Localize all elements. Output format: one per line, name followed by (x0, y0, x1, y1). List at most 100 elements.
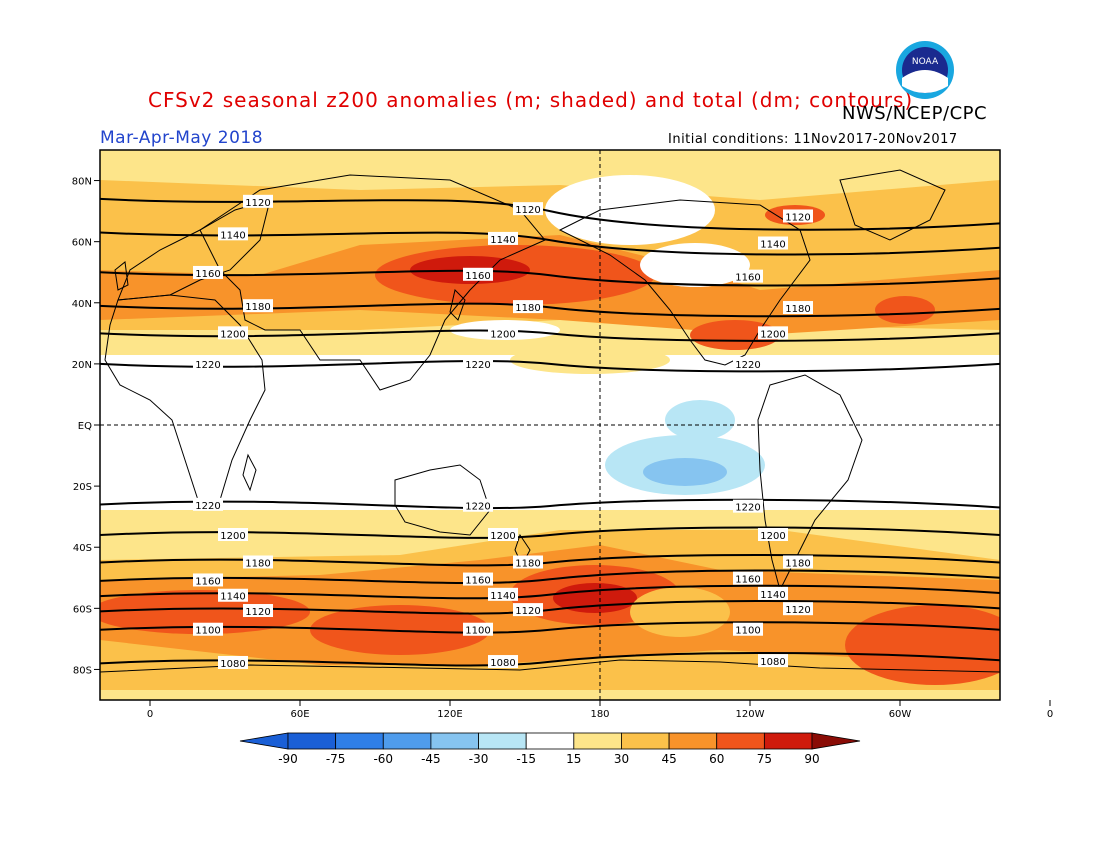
contour-label: 1160 (733, 269, 763, 284)
contour-label: 1180 (783, 555, 813, 570)
contour-line (100, 197, 1000, 231)
contour-label-text: 1120 (515, 606, 540, 617)
contour-label-bg (758, 528, 788, 541)
contour-label-text: 1080 (220, 659, 245, 670)
contour-label-bg (783, 555, 813, 569)
arctic-white (545, 175, 715, 245)
subtrop-15 (510, 346, 670, 374)
contour-label-bg (243, 604, 273, 618)
contour-label-text: 1220 (195, 360, 220, 371)
lat-label: 60S (73, 604, 92, 615)
contour-label-bg (733, 269, 763, 283)
contour-label: 1200 (218, 528, 248, 542)
contour-label-bg (218, 588, 248, 602)
neg-anomaly-30 (643, 458, 727, 486)
contour-label: 1220 (733, 499, 763, 514)
contour-line (100, 269, 1000, 287)
contour-label-text: 1160 (735, 273, 760, 284)
contour-label-bg (463, 267, 493, 281)
chart-title: CFSv2 seasonal z200 anomalies (m; shaded… (148, 88, 914, 112)
contour-label-bg (758, 236, 788, 250)
uk-coast (114, 261, 129, 291)
contour-line (100, 584, 1000, 600)
contour-label-bg (488, 231, 518, 245)
sh-max-d (845, 605, 1000, 685)
lon-label: 60E (290, 709, 309, 720)
contour-line (100, 231, 1000, 256)
contour-label: 1080 (488, 655, 518, 669)
asia-coast (199, 174, 546, 391)
lat-label: 40N (72, 299, 92, 310)
contour-label-bg (218, 528, 248, 541)
contour-label-text: 1200 (760, 531, 785, 542)
contour-line (100, 329, 1000, 342)
contour-label: 1080 (758, 654, 788, 668)
contour-label: 1200 (218, 326, 248, 340)
contour-label-text: 1100 (735, 626, 760, 637)
na-max-60 (690, 320, 780, 350)
contour-label-text: 1160 (195, 269, 220, 280)
initial-conditions: Initial conditions: 11Nov2017-20Nov2017 (668, 132, 958, 147)
contour-label-text: 1080 (760, 657, 785, 668)
contour-label-bg (463, 498, 493, 512)
contour-label-text: 1160 (195, 576, 220, 587)
contour-label-bg (488, 528, 518, 541)
contour-label-text: 1140 (220, 592, 245, 603)
contour-label: 1160 (463, 572, 493, 587)
contour-label-text: 1140 (220, 230, 245, 241)
contour-label-text: 1180 (785, 304, 810, 315)
contour-label: 1100 (733, 622, 763, 637)
contour-label-bg (218, 227, 248, 241)
contour-label-bg (783, 602, 813, 616)
noaa-logo: NOAA (896, 41, 954, 99)
contour-label: 1200 (758, 528, 788, 542)
contour-line (100, 651, 1000, 667)
sh-max-a (100, 590, 310, 634)
contour-label-text: 1160 (465, 576, 490, 587)
lat-label: 20N (72, 360, 92, 371)
contour-label-text: 1140 (490, 591, 515, 602)
contour-label-text: 1180 (515, 559, 540, 570)
lat-label: 80N (72, 177, 92, 188)
contour-label-text: 1140 (490, 235, 515, 246)
lon-label: 120E (437, 709, 462, 720)
logo-gull (902, 70, 948, 93)
contour-label: 1140 (488, 231, 518, 246)
contour-label-bg (733, 571, 763, 585)
contour-label-bg (193, 265, 223, 279)
agency-label: NWS/NCEP/CPC (842, 103, 988, 124)
contour-line (100, 569, 1000, 585)
contour-label-text: 1120 (245, 607, 270, 618)
contour-label-bg (513, 202, 543, 216)
europe-max-60 (875, 296, 935, 324)
contour-line (100, 554, 1000, 567)
contour-label: 1220 (193, 497, 223, 512)
contour-label-bg (218, 655, 248, 669)
contour-label-text: 1120 (785, 605, 810, 616)
contour-label: 1140 (758, 236, 788, 251)
lat-label: 20S (73, 482, 92, 493)
contour-label: 1100 (463, 622, 493, 637)
contour-label: 1120 (513, 603, 543, 617)
contour-label-text: 1220 (735, 503, 760, 514)
contour-label-bg (243, 555, 273, 569)
australia-coast (394, 464, 491, 536)
contour-label-text: 1140 (760, 240, 785, 251)
madagascar-coast (242, 453, 257, 492)
contour-label-bg (193, 356, 223, 370)
contour-line (100, 360, 1000, 373)
contour-label: 1220 (193, 356, 223, 371)
contour-label-text: 1180 (515, 303, 540, 314)
contour-label-bg (218, 326, 248, 340)
lat-label: EQ (78, 421, 92, 432)
sh-weak (630, 587, 730, 637)
antarctica-coast (100, 659, 1000, 673)
contour-label-text: 1200 (490, 531, 515, 542)
contour-label: 1200 (488, 528, 518, 542)
contour-line (100, 600, 1000, 615)
contour-label: 1120 (513, 202, 543, 216)
contour-label-bg (513, 300, 543, 314)
contour-label: 1180 (243, 555, 273, 570)
contour-label-text: 1120 (515, 205, 540, 216)
contour-label: 1120 (243, 194, 273, 209)
